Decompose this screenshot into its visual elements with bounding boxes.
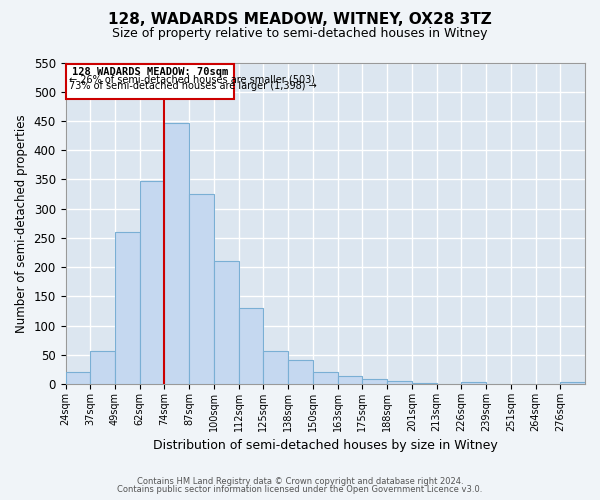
Bar xyxy=(140,181,164,384)
Bar xyxy=(338,376,362,384)
Y-axis label: Number of semi-detached properties: Number of semi-detached properties xyxy=(15,114,28,332)
Text: 73% of semi-detached houses are larger (1,398) →: 73% of semi-detached houses are larger (… xyxy=(70,81,317,91)
Bar xyxy=(239,308,263,384)
Bar xyxy=(263,351,288,384)
Bar xyxy=(164,122,189,384)
Bar xyxy=(189,194,214,384)
Bar xyxy=(362,380,387,384)
Text: ← 26% of semi-detached houses are smaller (503): ← 26% of semi-detached houses are smalle… xyxy=(70,74,316,84)
Bar xyxy=(288,360,313,384)
Bar xyxy=(461,382,486,384)
Bar xyxy=(313,372,338,384)
Bar xyxy=(412,383,437,384)
Text: Contains public sector information licensed under the Open Government Licence v3: Contains public sector information licen… xyxy=(118,485,482,494)
Bar xyxy=(115,232,140,384)
FancyBboxPatch shape xyxy=(65,64,234,99)
Bar xyxy=(214,262,239,384)
Text: 128, WADARDS MEADOW, WITNEY, OX28 3TZ: 128, WADARDS MEADOW, WITNEY, OX28 3TZ xyxy=(108,12,492,28)
Text: Size of property relative to semi-detached houses in Witney: Size of property relative to semi-detach… xyxy=(112,28,488,40)
Bar xyxy=(387,381,412,384)
X-axis label: Distribution of semi-detached houses by size in Witney: Distribution of semi-detached houses by … xyxy=(153,440,497,452)
Bar xyxy=(90,351,115,384)
Text: 128 WADARDS MEADOW: 70sqm: 128 WADARDS MEADOW: 70sqm xyxy=(71,66,228,76)
Bar xyxy=(560,382,585,384)
Bar xyxy=(65,372,90,384)
Text: Contains HM Land Registry data © Crown copyright and database right 2024.: Contains HM Land Registry data © Crown c… xyxy=(137,477,463,486)
